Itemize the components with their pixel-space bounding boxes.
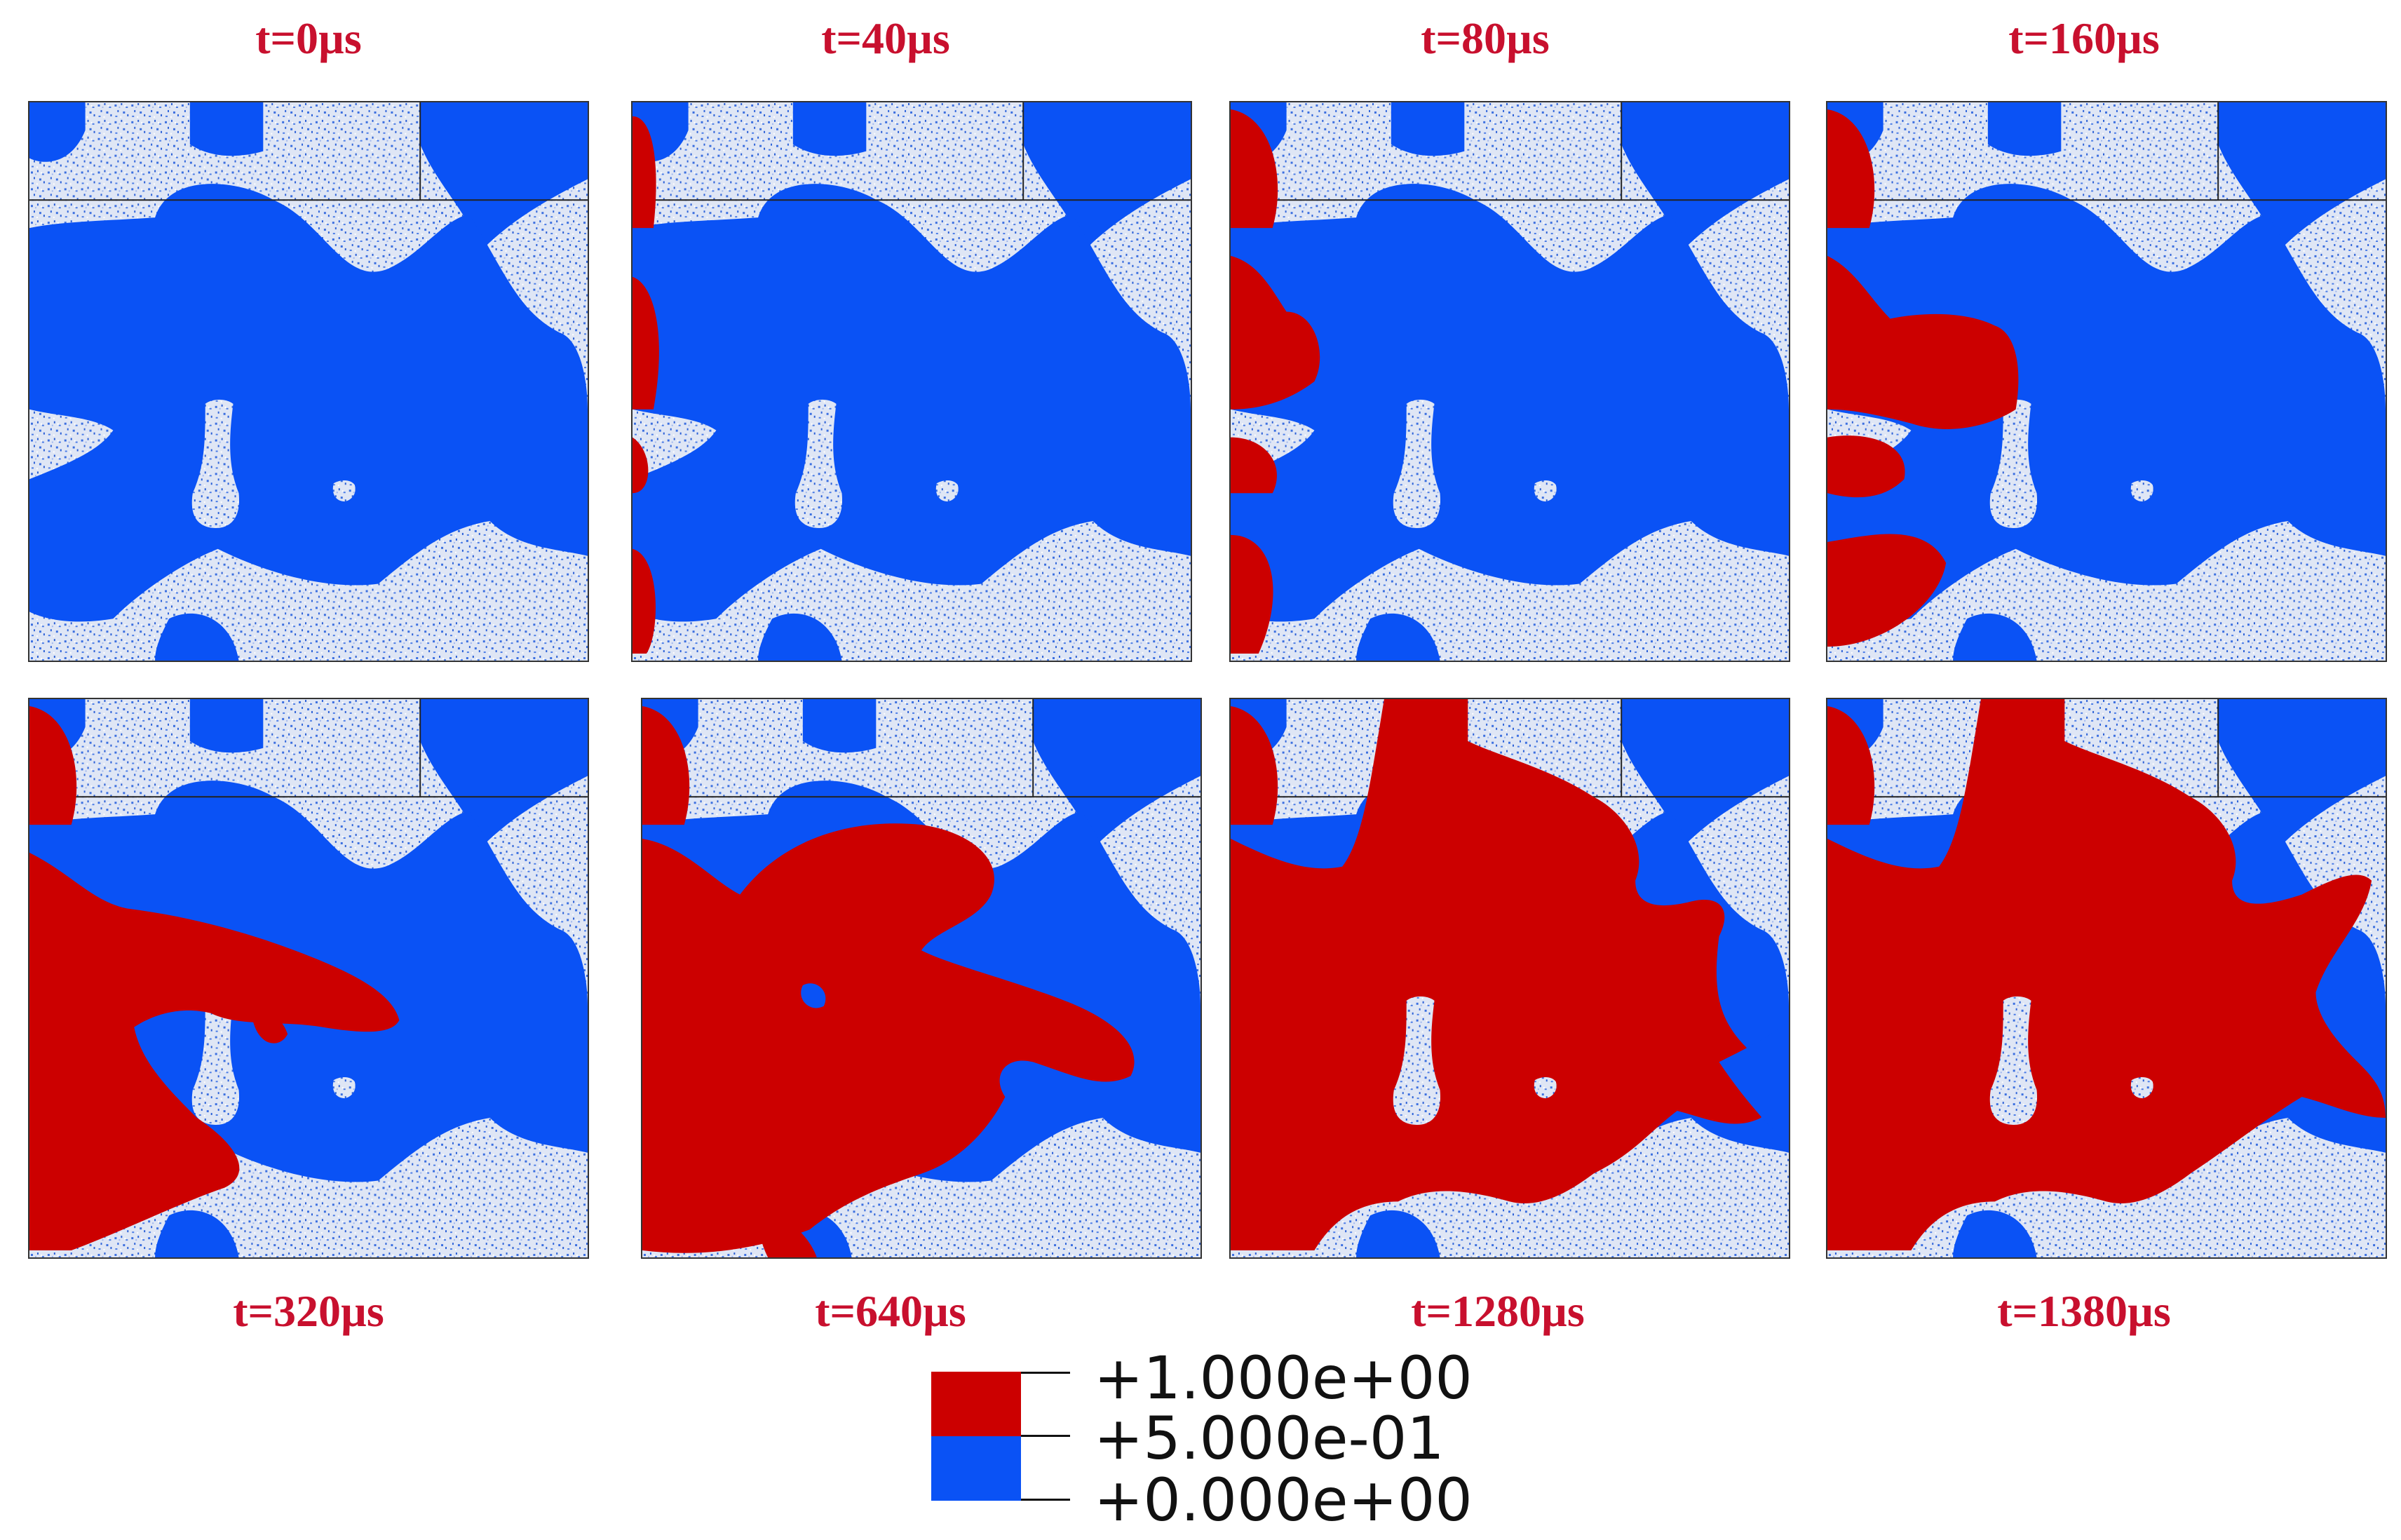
phase-field-map-0 (29, 102, 588, 661)
legend-label-low: +0.000e+00 (1094, 1466, 1473, 1534)
legend-swatch-low (931, 1436, 1021, 1501)
phase-field-map-1 (633, 102, 1191, 661)
color-legend: +1.000e+00 +5.000e-01 +0.000e+00 (931, 1346, 1562, 1534)
phase-field-map-3 (1827, 102, 2386, 661)
time-label-3: t=160µs (2008, 13, 2160, 63)
time-label-0: t=0µs (255, 13, 362, 63)
legend-label-mid: +5.000e-01 (1094, 1404, 1445, 1473)
legend-tick-mid (1021, 1435, 1070, 1437)
simulation-panel-2 (1229, 101, 1790, 662)
phase-field-map-5 (642, 699, 1200, 1257)
simulation-panel-1 (631, 101, 1192, 662)
legend-label-high: +1.000e+00 (1094, 1344, 1473, 1412)
time-label-2: t=80µs (1421, 13, 1550, 63)
phase-field-map-7 (1827, 699, 2386, 1257)
legend-bracket (1021, 1372, 1070, 1501)
phase-field-map-4 (29, 699, 588, 1257)
simulation-panel-6 (1229, 698, 1790, 1259)
phase-field-map-6 (1231, 699, 1789, 1257)
simulation-panel-7 (1826, 698, 2387, 1259)
simulation-panel-3 (1826, 101, 2387, 662)
time-label-1: t=40µs (821, 13, 950, 63)
phase-field-map-2 (1231, 102, 1789, 661)
time-label-5: t=640µs (815, 1286, 966, 1336)
time-label-7: t=1380µs (1997, 1286, 2171, 1336)
time-label-4: t=320µs (233, 1286, 384, 1336)
legend-swatch-high (931, 1372, 1021, 1436)
time-label-6: t=1280µs (1411, 1286, 1585, 1336)
simulation-panel-0 (28, 101, 589, 662)
simulation-panel-5 (641, 698, 1202, 1259)
simulation-panel-4 (28, 698, 589, 1259)
